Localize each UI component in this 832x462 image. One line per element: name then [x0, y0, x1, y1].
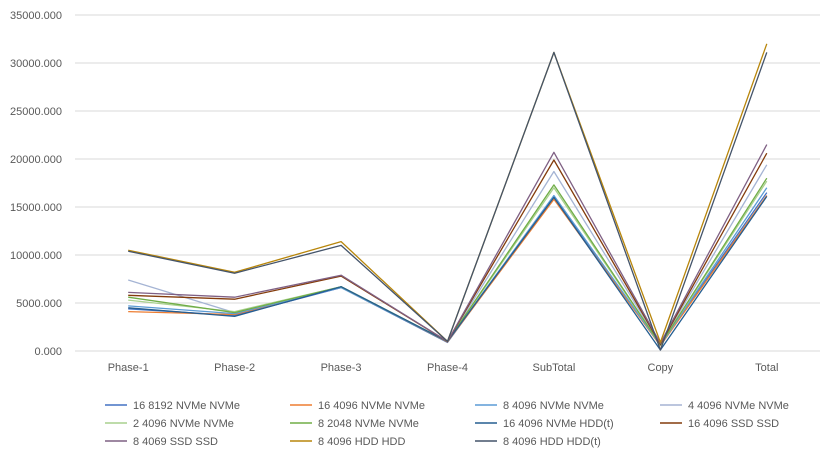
legend-label: 2 4096 NVMe NVMe — [133, 418, 234, 430]
legend-label: 16 4096 NVMe NVMe — [318, 400, 425, 412]
series-line — [128, 43, 768, 344]
y-tick-label: 15000.000 — [10, 202, 62, 214]
legend-label: 8 4069 SSD SSD — [133, 436, 218, 448]
x-axis: Phase-1 Phase-2 Phase-3 Phase-4 SubTotal Copy… — [108, 362, 779, 374]
legend-label: 8 4096 NVMe NVMe — [503, 400, 604, 412]
y-tick-label: 10000.000 — [10, 250, 62, 262]
x-tick-label: Phase-2 — [214, 362, 255, 374]
x-tick-label: Phase-1 — [108, 362, 149, 374]
legend: 16 8192 NVMe NVMe 16 4096 NVMe NVMe 8 4096… — [105, 400, 789, 448]
y-tick-label: 5000.000 — [16, 298, 62, 310]
legend-label: 16 4096 NVMe HDD(t) — [503, 418, 614, 430]
legend-label: 16 4096 SSD SSD — [688, 418, 779, 430]
legend-label: 8 2048 NVMe NVMe — [318, 418, 419, 430]
x-tick-label: Phase-4 — [427, 362, 468, 374]
y-tick-label: 30000.000 — [10, 58, 62, 70]
y-tick-label: 0.000 — [34, 346, 62, 358]
y-tick-label: 35000.000 — [10, 10, 62, 22]
x-tick-label: Phase-3 — [321, 362, 362, 374]
y-tick-label: 25000.000 — [10, 106, 62, 118]
x-tick-label: SubTotal — [533, 362, 576, 374]
gridlines — [75, 14, 820, 352]
legend-label: 8 4096 HDD HDD(t) — [503, 436, 601, 448]
x-tick-label: Copy — [648, 362, 674, 374]
series-line — [128, 51, 768, 351]
y-tick-label: 20000.000 — [10, 154, 62, 166]
legend-label: 8 4096 HDD HDD — [318, 436, 405, 448]
series-lines — [128, 43, 768, 351]
legend-label: 16 8192 NVMe NVMe — [133, 400, 240, 412]
y-axis: 0.000 5000.000 10000.000 15000.000 20000.000… — [10, 10, 62, 358]
legend-label: 4 4096 NVMe NVMe — [688, 400, 789, 412]
x-tick-label: Total — [755, 362, 778, 374]
